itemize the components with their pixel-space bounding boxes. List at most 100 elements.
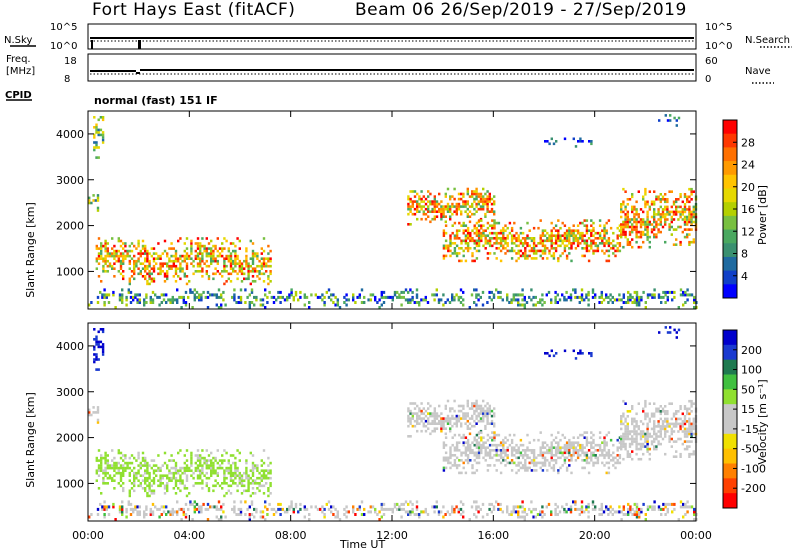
velocity-cell xyxy=(214,459,217,462)
power-cell xyxy=(596,244,600,248)
velocity-cell xyxy=(557,441,560,444)
power-cell xyxy=(261,298,265,302)
power-cell xyxy=(269,249,272,253)
velocity-cell xyxy=(548,461,551,465)
velocity-cell xyxy=(194,469,197,472)
velocity-cell xyxy=(460,417,463,420)
power-cell xyxy=(629,295,632,299)
velocity-cell xyxy=(444,407,447,410)
power-cell xyxy=(642,198,645,201)
velocity-cell xyxy=(119,476,123,480)
power-cell xyxy=(635,301,639,304)
velocity-cell xyxy=(229,454,233,457)
velocity-cell xyxy=(126,461,129,465)
velocity-cell xyxy=(574,449,578,452)
velocity-cell xyxy=(444,443,448,447)
velocity-cell xyxy=(681,442,684,446)
velocity-cell xyxy=(570,456,573,460)
power-cell xyxy=(488,195,491,198)
power-cell xyxy=(646,233,649,236)
power-cell xyxy=(646,218,649,221)
power-cell xyxy=(554,224,558,227)
power-cell xyxy=(262,264,266,268)
power-cell xyxy=(565,254,569,258)
power-cell xyxy=(628,218,632,221)
power-cell xyxy=(471,259,474,263)
power-cell xyxy=(330,298,333,302)
power-cell xyxy=(521,244,525,248)
velocity-cell xyxy=(504,441,507,444)
velocity-cell xyxy=(639,430,643,433)
power-cell xyxy=(360,288,364,292)
velocity-cell xyxy=(114,518,117,521)
velocity-cell xyxy=(119,479,123,482)
velocity-cell xyxy=(451,454,454,457)
velocity-cell xyxy=(172,476,175,480)
power-cell xyxy=(686,233,689,236)
velocity-cell xyxy=(138,505,141,509)
velocity-cell xyxy=(227,469,230,472)
power-cell xyxy=(488,242,492,245)
velocity-cell xyxy=(455,419,458,423)
power-cell xyxy=(198,298,201,302)
power-cell xyxy=(462,303,465,307)
power-cell xyxy=(168,259,171,263)
power-cell xyxy=(449,205,452,208)
power-cell xyxy=(459,288,463,292)
power-cell xyxy=(541,293,544,297)
velocity-cell xyxy=(183,454,186,457)
power-cell xyxy=(532,249,536,253)
velocity-cell xyxy=(279,513,282,516)
power-cell xyxy=(221,275,224,278)
power-cell xyxy=(460,205,463,208)
power-cell xyxy=(221,242,224,245)
power-cell xyxy=(539,219,542,222)
velocity-cell xyxy=(673,502,676,506)
colorbar-segment xyxy=(723,389,737,405)
velocity-cell xyxy=(679,505,683,509)
power-cell xyxy=(464,200,467,203)
power-cell xyxy=(458,259,461,263)
velocity-cell xyxy=(409,435,412,438)
power-cell xyxy=(251,249,255,253)
velocity-cell xyxy=(245,476,248,480)
power-cell xyxy=(199,257,202,260)
power-cell xyxy=(97,262,101,265)
power-cell xyxy=(688,205,691,209)
power-cell xyxy=(265,262,268,265)
power-cell xyxy=(513,249,516,253)
power-cell xyxy=(422,205,425,208)
power-cell xyxy=(190,244,193,248)
power-cell xyxy=(640,295,643,299)
power-cell xyxy=(683,195,687,199)
power-cell xyxy=(267,282,270,286)
velocity-cell xyxy=(572,349,575,353)
power-cell xyxy=(422,210,425,213)
velocity-cell xyxy=(692,417,695,421)
power-cell xyxy=(655,195,658,199)
power-cell xyxy=(646,220,649,224)
velocity-cell xyxy=(106,461,109,465)
cpid-label: CPID xyxy=(5,90,32,101)
power-cell xyxy=(299,295,302,299)
velocity-cell xyxy=(196,459,200,462)
power-cell xyxy=(88,303,91,307)
power-cell xyxy=(130,270,134,273)
velocity-cell xyxy=(471,424,474,428)
velocity-cell xyxy=(229,471,233,475)
power-cell xyxy=(480,239,483,243)
velocity-cell xyxy=(524,461,527,465)
velocity-cell xyxy=(653,412,656,416)
power-cell xyxy=(581,221,584,225)
velocity-cell xyxy=(638,513,641,516)
velocity-cell xyxy=(546,443,549,447)
power-cell xyxy=(675,205,678,209)
power-cell xyxy=(469,231,472,235)
velocity-cell xyxy=(633,420,636,423)
velocity-cell xyxy=(212,489,215,493)
velocity-cell xyxy=(294,502,298,506)
power-cell xyxy=(618,224,622,227)
power-cell xyxy=(524,237,527,240)
velocity-cell xyxy=(670,445,673,448)
velocity-cell xyxy=(247,484,250,488)
